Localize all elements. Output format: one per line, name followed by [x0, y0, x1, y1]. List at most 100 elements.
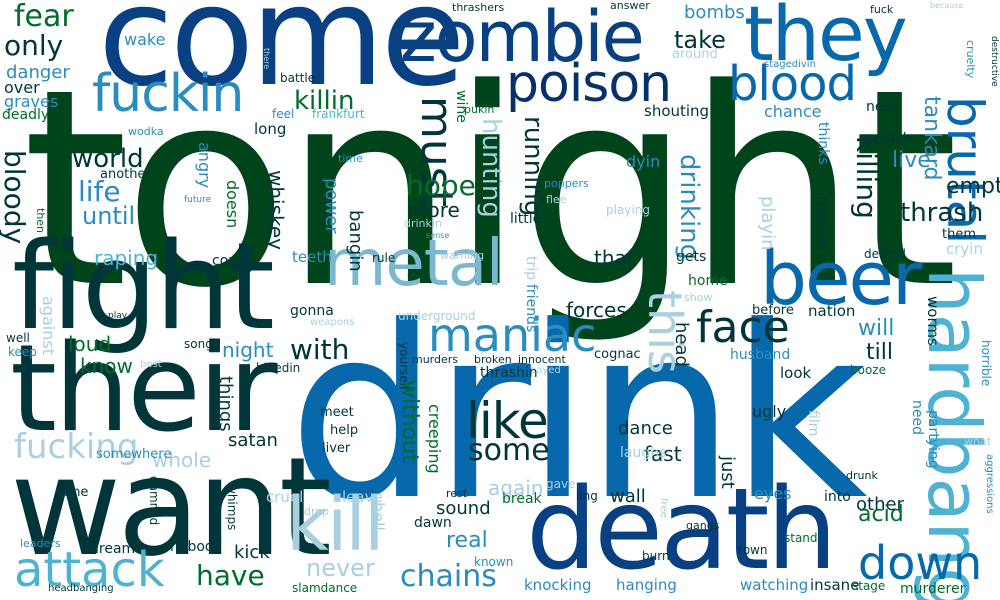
- cloud-word: raping: [94, 246, 159, 270]
- cloud-word: running: [518, 116, 548, 217]
- cloud-word: fucking: [14, 427, 139, 467]
- cloud-word: horrible: [979, 340, 993, 387]
- cloud-word: time: [338, 152, 363, 165]
- cloud-word: keep: [8, 345, 37, 359]
- cloud-word: tonight: [22, 32, 959, 348]
- cloud-word: what: [964, 435, 992, 448]
- cloud-word: maniac: [428, 308, 597, 362]
- cloud-word: against: [39, 296, 58, 355]
- cloud-word: danger: [6, 62, 70, 83]
- cloud-word: ugly: [752, 402, 787, 421]
- cloud-word: fuckin: [92, 64, 244, 124]
- cloud-word: destructive: [989, 36, 999, 87]
- cloud-word: will: [858, 316, 895, 341]
- cloud-word: known: [474, 555, 514, 569]
- cloud-word: other: [856, 494, 904, 515]
- cloud-word: gave: [546, 477, 576, 491]
- cloud-word: hunting: [476, 118, 506, 218]
- cloud-word: worms: [924, 296, 942, 346]
- cloud-word: metal: [324, 227, 504, 301]
- cloud-word: wall: [610, 486, 646, 507]
- cloud-word: blood: [728, 56, 857, 112]
- cloud-word: look: [780, 364, 812, 382]
- cloud-word: show: [684, 291, 713, 304]
- cloud-word: gonna: [290, 303, 334, 319]
- cloud-word: well: [6, 331, 30, 345]
- cloud-word: again: [488, 476, 544, 500]
- cloud-word: night: [222, 338, 274, 362]
- cloud-word: broken: [474, 353, 512, 366]
- cloud-word: husband: [730, 347, 791, 363]
- cloud-word: creeping: [425, 404, 444, 474]
- cloud-word: thrash: [900, 198, 984, 228]
- cloud-word: knocking: [524, 576, 592, 594]
- cloud-word: like: [466, 392, 549, 450]
- cloud-word: fast: [644, 442, 682, 466]
- cloud-word: slamdance: [292, 581, 358, 595]
- cloud-word: shouting: [644, 102, 710, 120]
- cloud-word: drunk: [846, 469, 878, 482]
- cloud-word: stagedivin: [764, 59, 816, 70]
- cloud-word: till: [866, 340, 893, 365]
- cloud-word: only: [4, 29, 64, 62]
- cloud-word: defend: [864, 247, 906, 261]
- cloud-word: fight: [12, 218, 275, 357]
- cloud-word: battle: [280, 71, 316, 85]
- cloud-word: damned: [147, 476, 161, 526]
- cloud-word: thrashin: [480, 365, 538, 381]
- cloud-word: tankard: [919, 96, 944, 181]
- cloud-word: deadly: [2, 107, 50, 123]
- cloud-word: hanging: [616, 576, 677, 594]
- cloud-word: down: [858, 536, 983, 590]
- cloud-word: power: [321, 178, 342, 234]
- cloud-word: world: [72, 144, 144, 174]
- cloud-word: film: [805, 410, 821, 437]
- cloud-word: without: [397, 380, 422, 463]
- cloud-word: their: [10, 320, 278, 459]
- cloud-word: thrashers: [452, 1, 505, 14]
- cloud-word: death: [526, 465, 838, 595]
- cloud-word: want: [10, 429, 332, 587]
- cloud-word: more: [408, 198, 460, 222]
- cloud-word: free: [658, 498, 669, 518]
- cloud-word: poison: [506, 54, 672, 114]
- cloud-word: long: [254, 120, 287, 138]
- cloud-word: murderer: [900, 581, 966, 597]
- cloud-word: fuck: [870, 3, 894, 16]
- cloud-word: with: [290, 333, 350, 366]
- cloud-word: nation: [808, 302, 856, 320]
- cloud-word: just: [717, 456, 738, 489]
- cloud-word: smash: [866, 131, 912, 147]
- cloud-word: answer: [610, 0, 650, 12]
- cloud-word: have: [196, 559, 265, 592]
- cloud-word: real: [446, 528, 488, 553]
- cloud-word: come: [98, 0, 466, 117]
- cloud-word: partying: [925, 410, 941, 469]
- cloud-word: burn: [642, 549, 670, 563]
- cloud-word: rule: [372, 251, 396, 265]
- cloud-word: sound: [436, 498, 491, 519]
- cloud-word: until: [82, 202, 136, 230]
- cloud-word: friends: [523, 284, 539, 333]
- cloud-word: nobody: [170, 539, 223, 555]
- cloud-word: killin: [294, 86, 355, 116]
- cloud-word: near: [866, 99, 898, 115]
- cloud-word: trip: [523, 256, 539, 281]
- cloud-word: underground: [398, 309, 476, 323]
- cloud-word: know: [80, 354, 133, 378]
- cloud-word: through: [813, 196, 829, 252]
- cloud-word: cognac: [594, 347, 641, 362]
- cloud-word: fine: [64, 485, 89, 500]
- cloud-word: take: [674, 26, 726, 54]
- cloud-word: headbanging: [48, 583, 114, 594]
- cloud-word: face: [696, 302, 790, 353]
- cloud-word: attack: [14, 542, 165, 598]
- cloud-word: wodka: [128, 125, 164, 138]
- cloud-word: future: [184, 195, 212, 205]
- cloud-word: doesn: [223, 180, 242, 229]
- cloud-word: because: [930, 1, 964, 10]
- cloud-word: into: [824, 489, 851, 505]
- cloud-word: then: [34, 208, 47, 234]
- cloud-word: leaders: [20, 537, 61, 550]
- cloud-word: help: [330, 423, 359, 438]
